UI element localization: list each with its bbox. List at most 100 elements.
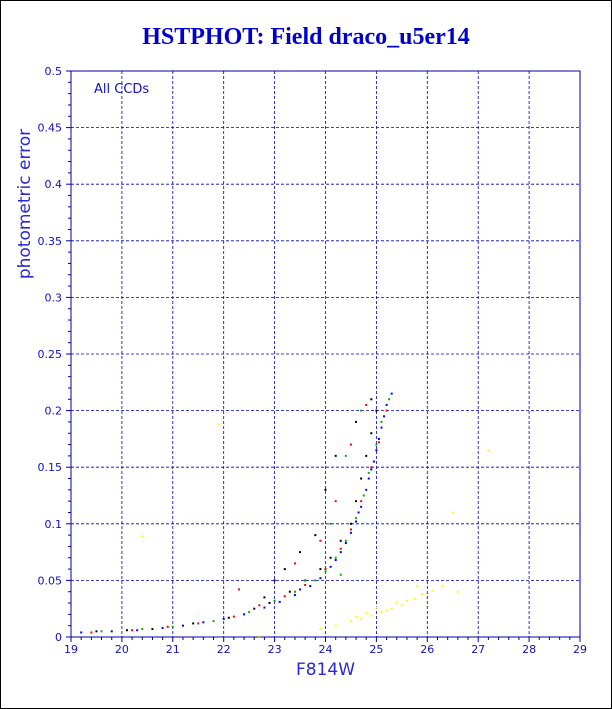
data-point	[421, 592, 424, 595]
data-point	[380, 420, 383, 423]
x-tick-label: 22	[217, 643, 231, 656]
data-point	[125, 629, 128, 632]
data-point	[334, 500, 337, 503]
data-point	[451, 511, 454, 514]
data-point	[319, 628, 322, 631]
data-point	[171, 625, 174, 628]
y-axis-ticks: 0 0.05 0.1 0.15 0.2 0.25 0.3 0.35 0.4 0.45 0.5	[38, 65, 71, 644]
data-point	[367, 477, 370, 480]
data-point	[390, 607, 393, 610]
data-point	[349, 528, 352, 531]
data-point	[344, 454, 347, 457]
data-point	[339, 551, 342, 554]
data-point	[161, 626, 164, 629]
data-point	[293, 594, 296, 597]
x-tick-label: 29	[573, 643, 587, 656]
data-point	[383, 415, 386, 418]
data-point	[360, 477, 363, 480]
data-point	[80, 631, 83, 634]
data-point	[258, 634, 261, 637]
data-point	[365, 488, 368, 491]
data-point	[166, 625, 169, 628]
data-point	[390, 392, 393, 395]
data-point	[273, 599, 276, 602]
data-point	[380, 426, 383, 429]
data-point	[110, 630, 113, 633]
data-point	[349, 531, 352, 534]
x-tick-label: 19	[64, 643, 78, 656]
data-point	[375, 449, 378, 452]
data-point	[268, 602, 271, 605]
x-tick-label: 24	[319, 643, 333, 656]
data-point	[232, 615, 235, 618]
data-point	[377, 441, 380, 444]
data-point	[288, 590, 291, 593]
data-point	[324, 570, 327, 573]
data-point	[283, 595, 286, 598]
data-point	[360, 500, 363, 503]
data-point	[95, 630, 98, 633]
data-point	[370, 466, 373, 469]
y-tick-label: 0.25	[38, 348, 63, 361]
data-point	[362, 494, 365, 497]
data-point	[212, 620, 215, 623]
data-point	[319, 539, 322, 542]
data-point	[329, 565, 332, 568]
data-point	[380, 611, 383, 614]
data-point	[431, 589, 434, 592]
data-point	[253, 607, 256, 610]
x-tick-label: 28	[522, 643, 536, 656]
data-point	[248, 611, 251, 614]
data-point	[355, 520, 358, 523]
data-point	[355, 615, 358, 618]
annotation-all-ccds: All CCDs	[94, 82, 149, 97]
y-tick-label: 0.2	[45, 405, 63, 418]
data-point	[344, 539, 347, 542]
y-tick-label: 0.4	[45, 178, 63, 191]
data-point	[319, 568, 322, 571]
chart-title: HSTPHOT: Field draco_u5er14	[142, 24, 470, 50]
data-point	[334, 559, 337, 562]
data-point	[258, 604, 261, 607]
data-point	[365, 612, 368, 615]
y-tick-label: 0.05	[38, 574, 63, 587]
y-tick-label: 0.15	[38, 461, 63, 474]
data-point	[202, 621, 205, 624]
data-point	[141, 628, 144, 631]
data-point	[355, 517, 358, 520]
data-point	[339, 547, 342, 550]
data-point	[278, 600, 281, 603]
data-point	[314, 579, 317, 582]
y-tick-label: 0.3	[45, 291, 63, 304]
data-point	[400, 604, 403, 607]
data-point	[344, 542, 347, 545]
x-tick-label: 25	[369, 643, 383, 656]
data-point	[441, 585, 444, 588]
data-point	[349, 620, 352, 623]
x-tick-label: 27	[471, 643, 485, 656]
data-point	[181, 624, 184, 627]
data-point	[357, 511, 360, 514]
data-point	[388, 398, 391, 401]
data-point	[349, 522, 352, 525]
data-point	[355, 420, 358, 423]
data-point	[355, 500, 358, 503]
data-point	[100, 630, 103, 633]
data-point	[385, 403, 388, 406]
data-point	[151, 628, 154, 631]
data-point	[293, 590, 296, 593]
x-axis-ticks: 19 20 21 22 23 24 25 26 27 28 29	[64, 637, 587, 656]
data-point	[273, 579, 276, 582]
data-point	[375, 443, 378, 446]
data-point	[314, 534, 317, 537]
data-point	[243, 613, 246, 616]
data-point	[370, 398, 373, 401]
data-point	[329, 556, 332, 559]
data-point	[304, 579, 307, 582]
data-point	[217, 423, 220, 426]
grid-lines	[70, 70, 581, 638]
data-point	[375, 606, 378, 609]
data-point	[456, 590, 459, 593]
data-point	[372, 460, 375, 463]
